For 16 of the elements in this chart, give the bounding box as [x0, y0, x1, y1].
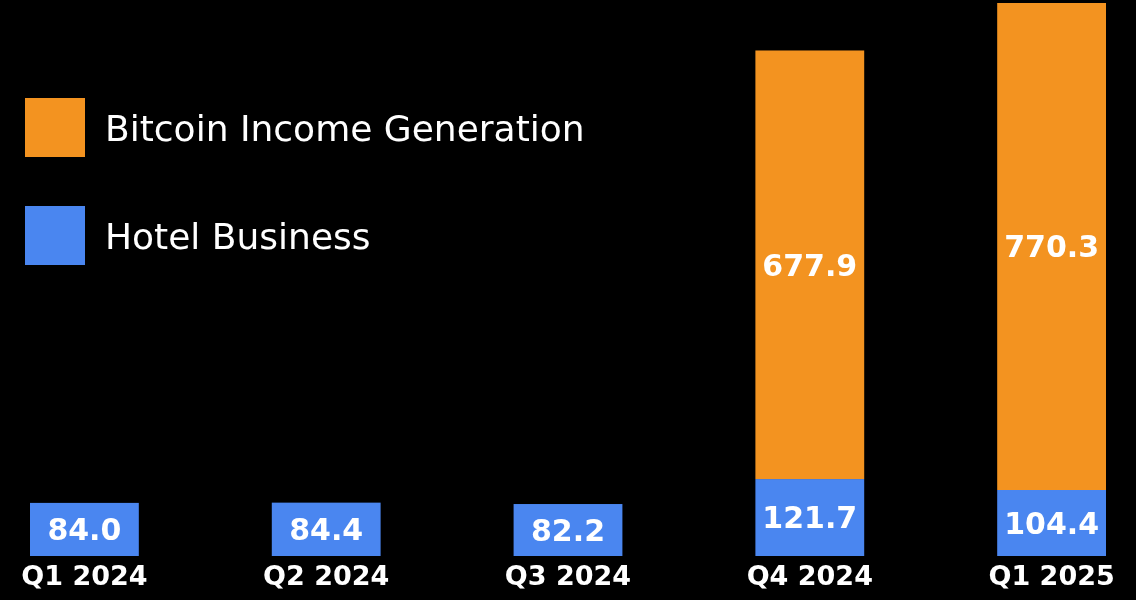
data-label: 121.7 [762, 500, 858, 536]
data-label: 84.4 [289, 512, 364, 548]
data-label: 82.2 [530, 512, 606, 548]
bar [997, 3, 1106, 490]
x-tick-label: Q2 2024 [263, 559, 390, 591]
data-label: 104.4 [1004, 505, 1100, 541]
x-tick-label: Q3 2024 [504, 559, 632, 591]
data-label: 84.0 [47, 512, 122, 548]
data-label: 677.9 [762, 247, 858, 283]
x-tick-label: Q4 2024 [746, 559, 873, 591]
data-label: 770.3 [1004, 229, 1100, 265]
x-tick-label: Q1 2024 [21, 559, 148, 591]
legend-label: Bitcoin Income Generation [105, 107, 585, 149]
legend-label: Hotel Business [105, 215, 371, 257]
x-tick-label: Q1 2025 [988, 559, 1115, 591]
bar [755, 50, 865, 480]
